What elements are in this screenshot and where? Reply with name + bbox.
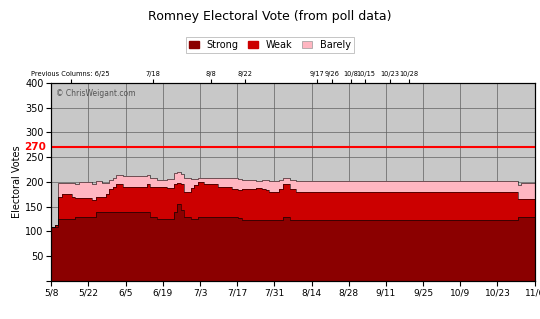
Text: © ChrisWeigant.com: © ChrisWeigant.com [56,89,136,98]
Y-axis label: Electoral Votes: Electoral Votes [12,145,22,218]
Text: Romney Electoral Vote (from poll data): Romney Electoral Vote (from poll data) [148,10,392,23]
Legend: Strong, Weak, Barely: Strong, Weak, Barely [186,37,354,53]
Text: 270: 270 [24,142,45,152]
